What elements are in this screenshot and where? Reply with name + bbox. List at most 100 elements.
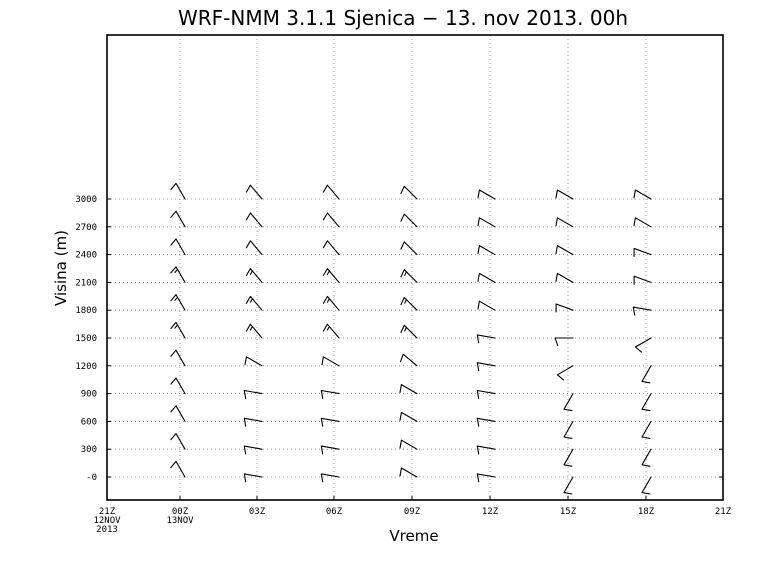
wind-barb (563, 448, 574, 467)
wind-barb-stroke (633, 189, 652, 200)
wind-barb-stroke (245, 212, 263, 228)
wind-barb (476, 334, 496, 344)
wind-barb-stroke (322, 268, 340, 283)
wind-barb (245, 268, 263, 283)
wind-barb (170, 294, 186, 311)
wind-barb (322, 184, 340, 200)
wind-barb (554, 337, 574, 347)
wind-barb (170, 266, 186, 283)
wind-barb-stroke (476, 445, 496, 455)
barb-layer (170, 182, 652, 495)
wind-barb (641, 393, 652, 412)
wind-barb-stroke (555, 189, 574, 200)
wind-barb (633, 247, 652, 257)
wind-barb (320, 473, 340, 483)
wind-barb (399, 467, 418, 478)
wind-barb-stroke (243, 445, 263, 455)
y-tick-label: 300 (81, 445, 97, 455)
x-tick-label: 03Z (249, 507, 266, 517)
y-axis-title: Visina (m) (52, 230, 70, 306)
wind-barb (476, 417, 496, 427)
wind-barb (555, 189, 574, 200)
y-tick-label: 2400 (75, 251, 97, 261)
wind-barb-stroke (170, 405, 186, 422)
wind-barb-stroke (556, 365, 574, 381)
wind-barb (555, 217, 574, 228)
wind-barb (170, 460, 186, 478)
wind-barb (322, 212, 340, 228)
wind-barb (563, 476, 574, 495)
x-tick-sublabel: 2013 (96, 525, 118, 535)
wind-barb-stroke (400, 269, 418, 283)
wind-barb (476, 473, 496, 483)
wind-barb-stroke (245, 268, 263, 283)
y-axis-ticks: -0 300 600 900 1200 1500 1800 2100 2400 2700 3000 (75, 195, 723, 483)
wind-barb (477, 245, 496, 256)
wind-barb-stroke (170, 266, 186, 283)
wind-barb (245, 240, 263, 256)
wind-barb (477, 300, 496, 311)
wind-barb (399, 411, 418, 422)
wind-barb-stroke (321, 356, 340, 367)
wind-barb-stroke (632, 306, 652, 316)
wind-barb (243, 389, 263, 399)
wind-barb-stroke (563, 393, 574, 412)
wind-barb (322, 295, 340, 311)
wind-barb (243, 417, 263, 427)
wind-barb-stroke (399, 467, 418, 478)
wind-barb (633, 217, 652, 228)
wind-barb (400, 185, 418, 200)
x-tick-label: 00Z (172, 507, 189, 517)
wind-barb-stroke (641, 420, 652, 439)
wind-barb-stroke (555, 245, 574, 256)
wind-barb-stroke (641, 393, 652, 412)
wind-barb-stroke (170, 377, 186, 395)
wind-barb-stroke (243, 473, 263, 483)
wind-barb-stroke (320, 417, 340, 427)
wind-barb (400, 213, 418, 228)
y-tick-label: 1200 (75, 362, 97, 372)
wind-barb (170, 349, 186, 367)
wind-barb-stroke (563, 476, 574, 495)
wind-barb-stroke (477, 189, 496, 200)
y-tick-label: -0 (86, 473, 97, 483)
wind-barb-stroke (641, 365, 652, 384)
x-tick-label: 18Z (638, 507, 655, 517)
plot-frame (106, 34, 724, 501)
wind-barb-stroke (641, 448, 652, 467)
wind-barb-stroke (555, 217, 574, 228)
wind-barb (563, 420, 574, 439)
wind-barb-stroke (399, 353, 418, 367)
wind-barb (245, 212, 263, 228)
wind-barb-stroke (170, 321, 186, 339)
wind-barb (476, 389, 496, 399)
wind-barb (400, 324, 418, 339)
wind-barb-stroke (322, 184, 340, 200)
chart-title: WRF-NMM 3.1.1 Sjenica − 13. nov 2013. 00… (178, 6, 628, 30)
wind-barb-stroke (245, 295, 263, 311)
wind-barb-stroke (633, 275, 652, 285)
wind-barb-stroke (170, 210, 186, 228)
wind-barb (477, 217, 496, 228)
wind-barb-stroke (555, 303, 574, 313)
wind-barb (555, 245, 574, 256)
wind-barb (320, 417, 340, 427)
wind-barb (555, 303, 574, 313)
wind-barb (243, 473, 263, 483)
wind-barb-stroke (400, 213, 418, 228)
wind-barb-stroke (554, 337, 574, 347)
x-axis-title: Vreme (389, 527, 438, 545)
y-tick-label: 1500 (75, 334, 97, 344)
wind-barb-stroke (322, 212, 340, 228)
wind-barb-stroke (322, 323, 340, 339)
wind-barb-stroke (633, 247, 652, 257)
wind-barb (244, 356, 263, 367)
wind-barb-stroke (477, 300, 496, 311)
wind-barb-stroke (399, 384, 418, 395)
wind-barb-stroke (477, 245, 496, 256)
wind-barb (399, 439, 418, 450)
wind-barb-stroke (245, 323, 263, 339)
wind-barb (476, 445, 496, 455)
wind-barb (476, 362, 496, 372)
x-tick-label: 06Z (326, 507, 343, 517)
